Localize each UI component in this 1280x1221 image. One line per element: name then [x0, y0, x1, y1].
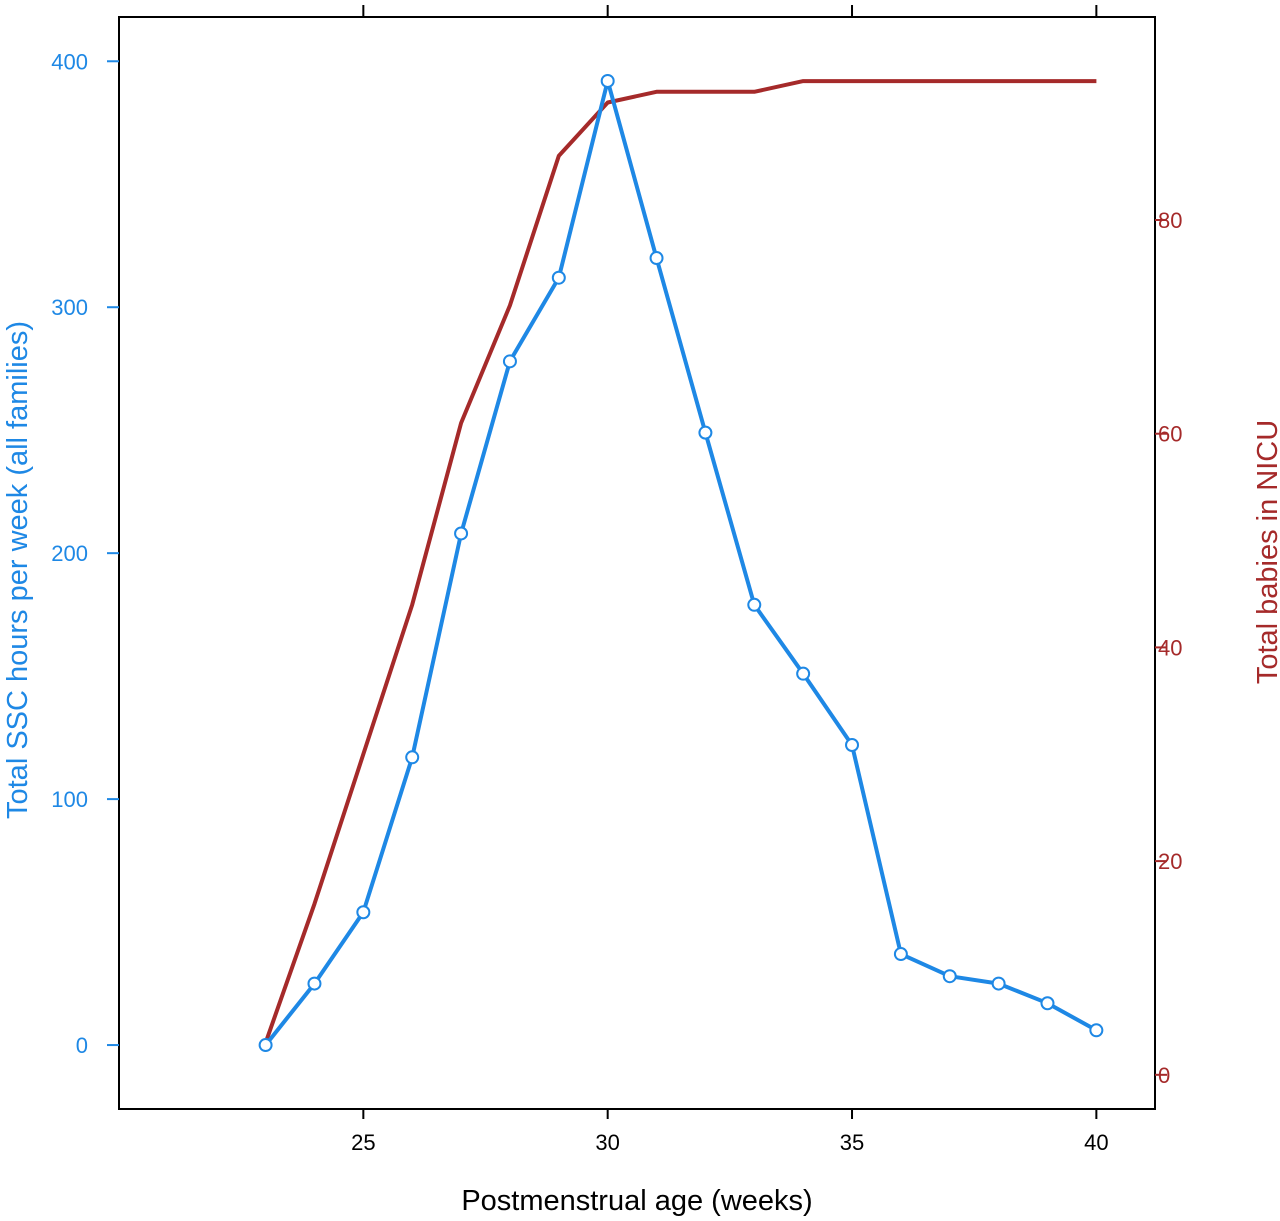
- plot-frame: [118, 16, 1156, 1110]
- right-y-tick-label: 20: [1158, 849, 1182, 874]
- ssc-hours-point: [796, 666, 811, 681]
- series-layer: [258, 73, 1104, 1053]
- ssc-hours-point: [405, 750, 420, 765]
- ssc-hours-point: [454, 526, 469, 541]
- right-y-tick-label: 80: [1158, 208, 1182, 233]
- ssc-hours-point: [698, 425, 713, 440]
- ssc-hours-point: [307, 976, 322, 991]
- right-y-axis: 0 20 40 60 80: [1155, 208, 1182, 1088]
- ssc-hours-point: [942, 969, 957, 984]
- ssc-hours-point: [893, 947, 908, 962]
- ssc-hours-point: [845, 738, 860, 752]
- right-y-tick-label: 0: [1158, 1063, 1170, 1088]
- ssc-hours-point: [551, 270, 566, 285]
- left-y-tick-label: 100: [51, 787, 88, 812]
- x-tick-label: 40: [1084, 1130, 1108, 1155]
- ssc-hours-point: [502, 354, 517, 369]
- top-axis-ticks: [362, 5, 1098, 17]
- ssc-hours-point: [1089, 1023, 1104, 1038]
- left-y-axis: 0 100 200 300 400: [51, 49, 119, 1058]
- ssc-hours-point: [600, 73, 615, 88]
- left-y-tick-label: 300: [51, 295, 88, 320]
- ssc-hours-point: [258, 1038, 273, 1053]
- right-y-tick-label: 40: [1158, 635, 1182, 660]
- x-tick-label: 30: [595, 1130, 619, 1155]
- ssc-hours-point: [1040, 996, 1055, 1011]
- ssc-hours-point: [747, 597, 762, 612]
- x-axis-label: Postmenstrual age (weeks): [461, 1185, 812, 1217]
- left-y-tick-label: 200: [51, 541, 88, 566]
- right-y-tick-label: 60: [1158, 422, 1182, 447]
- ssc-hours-point: [649, 251, 664, 266]
- ssc-hours-line: [264, 78, 1098, 1047]
- x-tick-label: 35: [840, 1130, 864, 1155]
- x-tick-label: 25: [351, 1130, 375, 1155]
- left-y-tick-label: 400: [51, 49, 88, 74]
- ssc-hours-point: [356, 905, 371, 920]
- nicu-babies-line: [263, 79, 1097, 1044]
- right-y-axis-label: Total babies in NICU: [1252, 420, 1280, 684]
- x-axis: 25 30 35 40: [351, 1109, 1109, 1155]
- ssc-hours-point: [991, 976, 1006, 991]
- left-y-tick-label: 0: [76, 1033, 88, 1058]
- left-y-axis-label: Total SSC hours per week (all families): [2, 321, 34, 819]
